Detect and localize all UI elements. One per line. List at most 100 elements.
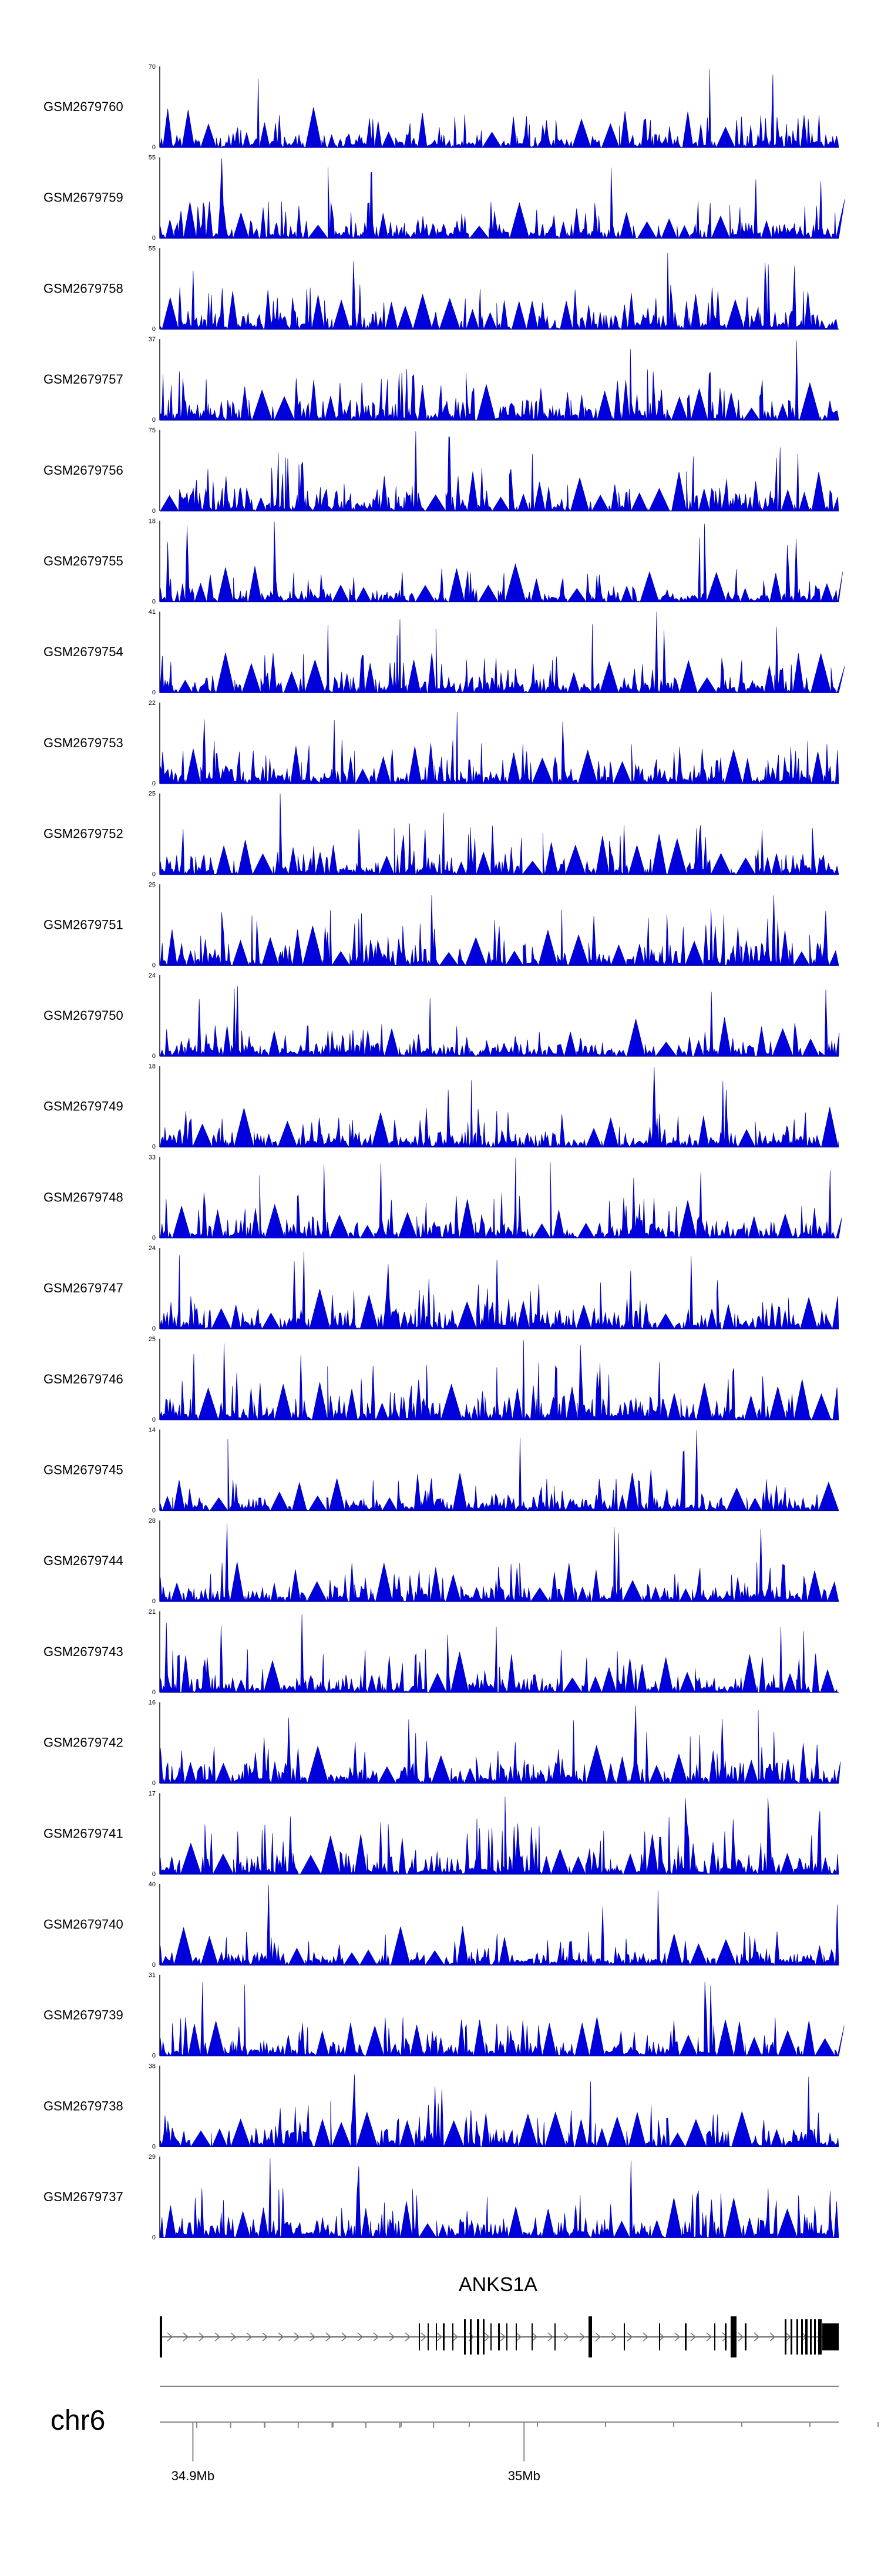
- strand-arrow: [563, 2332, 570, 2342]
- exon-block: [452, 2323, 453, 2350]
- y-min-label: 0: [152, 962, 156, 969]
- strand-arrow: [230, 2332, 237, 2342]
- coverage-signal: [159, 793, 839, 875]
- strand-arrow: [611, 2332, 617, 2342]
- strand-arrow: [246, 2332, 253, 2342]
- y-max-label: 22: [149, 700, 156, 707]
- coverage-signal: [159, 2074, 839, 2148]
- exon-block: [624, 2323, 625, 2350]
- chromosome-label: chr6: [51, 2405, 105, 2436]
- y-max-label: 70: [149, 63, 156, 70]
- track-GSM2679740: GSM2679740 40 0: [43, 1881, 839, 1969]
- track-label: GSM2679757: [43, 372, 123, 387]
- y-min-label: 0: [152, 2053, 156, 2060]
- y-max-label: 16: [149, 1700, 156, 1707]
- strand-arrow: [532, 2332, 538, 2342]
- track-label: GSM2679760: [43, 99, 123, 114]
- y-min-label: 0: [152, 144, 156, 151]
- strand-arrow: [690, 2332, 697, 2342]
- exon-block: [516, 2323, 517, 2350]
- exon-block: [419, 2323, 420, 2350]
- coverage-signal: [159, 69, 839, 149]
- exon-block: [477, 2319, 479, 2355]
- exon-block: [659, 2323, 660, 2350]
- track-GSM2679754: GSM2679754 41 0: [43, 609, 845, 696]
- exon-block: [818, 2319, 822, 2355]
- strand-arrow: [405, 2332, 411, 2342]
- coverage-signal: [159, 895, 839, 966]
- exon-block: [443, 2323, 445, 2350]
- y-max-label: 18: [149, 518, 156, 525]
- y-max-label: 40: [149, 1881, 156, 1888]
- y-min-label: 0: [152, 2234, 156, 2241]
- exon-block: [801, 2319, 803, 2355]
- strand-arrow: [674, 2332, 681, 2342]
- exon-block: [498, 2323, 500, 2350]
- exon-block: [714, 2323, 715, 2350]
- track-label: GSM2679749: [43, 1099, 123, 1114]
- y-max-label: 55: [149, 155, 156, 162]
- y-max-label: 24: [149, 972, 156, 979]
- y-min-label: 0: [152, 1325, 156, 1332]
- strand-arrow: [706, 2332, 712, 2342]
- strand-arrow: [325, 2332, 332, 2342]
- y-min-label: 0: [152, 871, 156, 878]
- y-max-label: 31: [149, 1972, 156, 1979]
- strand-arrow: [484, 2332, 490, 2342]
- coverage-signal: [159, 1705, 841, 1784]
- exon-block: [745, 2323, 747, 2350]
- exon-block: [685, 2323, 687, 2350]
- gene-track: ANKS1A: [160, 2273, 839, 2357]
- strand-arrow: [516, 2332, 522, 2342]
- track-label: GSM2679753: [43, 735, 123, 750]
- coverage-signal: [159, 158, 845, 239]
- y-max-label: 18: [149, 1063, 156, 1070]
- strand-arrow: [373, 2332, 379, 2342]
- track-label: GSM2679750: [43, 1008, 123, 1023]
- track-GSM2679757: GSM2679757 37 0: [43, 336, 839, 424]
- exon-block: [805, 2319, 808, 2355]
- exon-block: [796, 2319, 798, 2355]
- track-GSM2679741: GSM2679741 17 0: [43, 1790, 839, 1878]
- strand-arrow: [658, 2332, 665, 2342]
- y-max-label: 38: [149, 2063, 156, 2070]
- strand-arrow: [357, 2332, 364, 2342]
- y-max-label: 33: [149, 1154, 156, 1161]
- track-label: GSM2679754: [43, 644, 123, 659]
- track-GSM2679745: GSM2679745 14 0: [43, 1427, 839, 1514]
- strand-arrow: [500, 2332, 506, 2342]
- track-GSM2679756: GSM2679756 75 0: [43, 427, 839, 515]
- tick-label: 35Mb: [508, 2468, 540, 2483]
- y-max-label: 28: [149, 1517, 156, 1524]
- y-min-label: 0: [152, 325, 156, 333]
- strand-arrow: [595, 2332, 601, 2342]
- y-min-label: 0: [152, 1870, 156, 1878]
- y-max-label: 25: [149, 791, 156, 798]
- track-label: GSM2679743: [43, 1644, 123, 1659]
- y-max-label: 17: [149, 1790, 156, 1797]
- track-GSM2679749: GSM2679749 18 0: [43, 1063, 839, 1151]
- y-min-label: 0: [152, 1598, 156, 1605]
- track-GSM2679753: GSM2679753 22 0: [43, 700, 839, 787]
- strand-arrow: [310, 2332, 316, 2342]
- coverage-signal: [159, 521, 843, 603]
- coverage-signal: [159, 1430, 839, 1512]
- y-min-label: 0: [152, 599, 156, 606]
- y-min-label: 0: [152, 417, 156, 424]
- coverage-signal: [159, 1884, 839, 1966]
- y-min-label: 0: [152, 1780, 156, 1787]
- exon-block: [470, 2319, 472, 2355]
- y-min-label: 0: [152, 1507, 156, 1514]
- track-label: GSM2679738: [43, 2098, 123, 2113]
- track-GSM2679743: GSM2679743 21 0: [43, 1608, 839, 1696]
- strand-arrow: [643, 2332, 649, 2342]
- track-label: GSM2679741: [43, 1826, 123, 1841]
- strand-arrow: [769, 2332, 776, 2342]
- track-label: GSM2679751: [43, 917, 123, 932]
- y-max-label: 55: [149, 245, 156, 252]
- y-min-label: 0: [152, 1962, 156, 1969]
- track-label: GSM2679755: [43, 554, 123, 569]
- track-label: GSM2679737: [43, 2189, 123, 2204]
